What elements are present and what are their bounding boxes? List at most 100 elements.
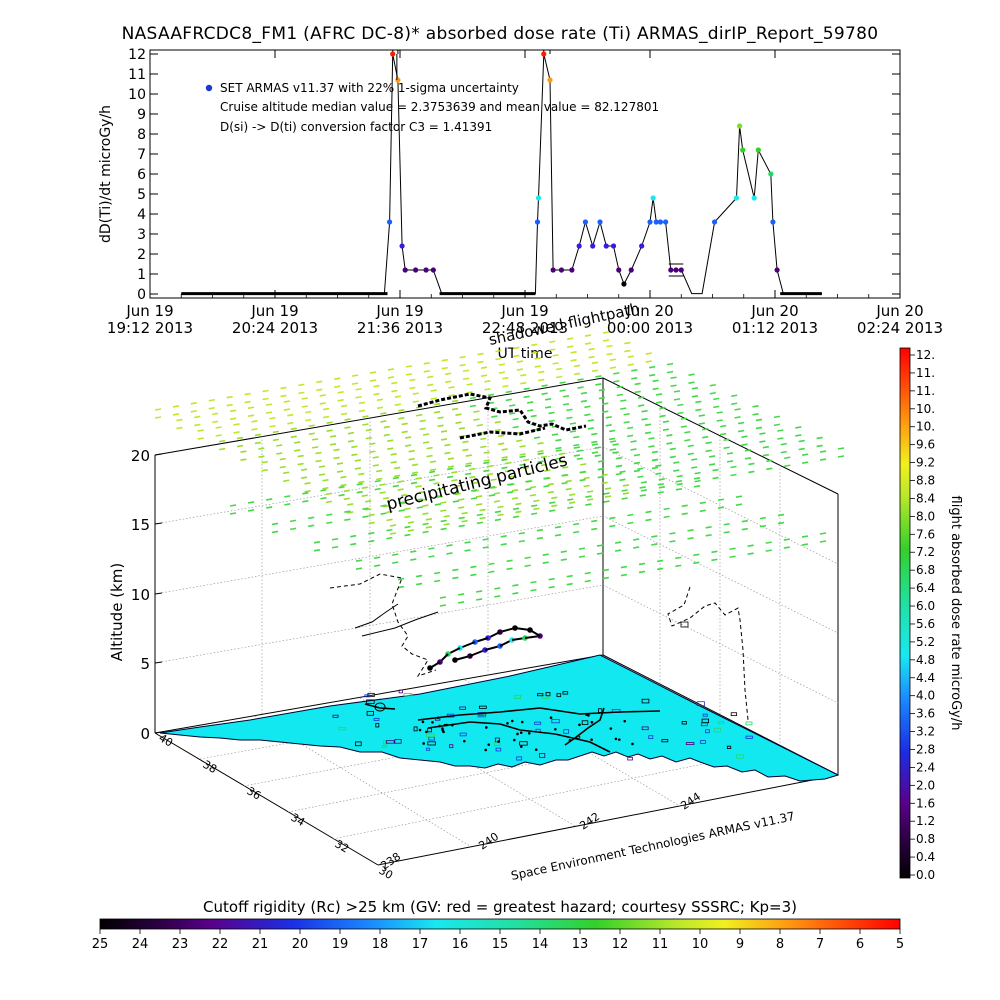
dose-colorbar-tick-label: 3.6: [916, 707, 935, 721]
particle-mark: [469, 404, 477, 408]
particle-mark: [498, 442, 505, 446]
altitude-axis: Altitude (km) 0 5 10 15 20: [108, 447, 163, 743]
particle-mark: [344, 418, 351, 421]
particle-mark: [376, 469, 383, 473]
x-tick-label-date: Jun 20: [875, 302, 923, 320]
y-tick-label: 12: [128, 47, 146, 63]
particle-mark: [368, 521, 375, 525]
particle-mark: [641, 417, 648, 421]
map-contour-mark: [366, 699, 375, 704]
dose-colorbar-tick-label: 2.0: [916, 778, 935, 792]
box-frame: [154, 377, 839, 866]
particle-mark: [489, 494, 496, 497]
particle-mark: [415, 582, 423, 586]
particle-mark: [447, 475, 454, 479]
particle-mark: [537, 449, 544, 453]
map-contour-mark: [556, 693, 562, 698]
ground-point: [614, 737, 618, 741]
particle-mark: [501, 448, 508, 451]
dose-colorbar-tick-label: 4.4: [916, 671, 935, 685]
particle-mark: [440, 430, 448, 433]
particle-mark: [487, 472, 494, 476]
dose-colorbar-tick-label: 11.: [916, 366, 935, 380]
map-contour-mark: [516, 756, 523, 761]
particle-mark: [387, 368, 395, 371]
particle-mark: [287, 421, 294, 425]
particle-mark: [376, 477, 383, 481]
particle-mark: [284, 503, 291, 506]
particle-mark: [543, 476, 550, 480]
particle-mark: [490, 478, 497, 482]
particle-mark: [570, 358, 577, 362]
particle-mark: [495, 357, 502, 361]
particle-mark: [473, 410, 480, 413]
particle-mark: [744, 456, 752, 460]
map-contour-mark: [459, 732, 467, 737]
particle-mark: [226, 395, 233, 399]
particle-mark: [172, 413, 180, 416]
particle-mark: [562, 466, 569, 469]
particle-mark: [436, 487, 444, 491]
particle-mark: [491, 415, 498, 418]
dose-colorbar-label: flight absorbed dose rate microGy/h: [948, 496, 963, 731]
particle-mark: [331, 545, 339, 549]
particle-mark: [479, 508, 486, 512]
particle-mark: [755, 418, 763, 422]
particle-mark: [523, 395, 530, 399]
particle-mark: [405, 436, 412, 439]
particle-mark: [451, 479, 458, 482]
particle-mark: [272, 430, 279, 434]
left-wall-projection-2: [354, 603, 439, 637]
particle-mark: [470, 565, 477, 569]
particle-mark: [294, 441, 301, 444]
particle-mark: [419, 427, 426, 431]
particle-mark: [434, 571, 441, 575]
data-point: [736, 123, 743, 129]
particle-mark: [666, 442, 673, 445]
particle-mark: [218, 439, 226, 443]
particle-mark: [271, 530, 279, 534]
map-contour-mark: [382, 745, 388, 748]
particle-mark: [373, 556, 381, 559]
map-contour-mark: [427, 741, 436, 746]
particle-mark: [354, 459, 361, 462]
ground-point: [618, 738, 621, 741]
particle-mark: [702, 435, 709, 439]
map-contour-mark: [701, 718, 710, 724]
particle-mark: [416, 413, 423, 417]
wall-projection-path: [667, 586, 749, 721]
rigidity-colorbar-tick-label: 13: [572, 937, 589, 952]
particle-mark: [422, 522, 429, 526]
data-point: [402, 267, 408, 273]
particle-mark: [602, 576, 609, 580]
particle-mark: [633, 469, 641, 473]
particle-mark: [459, 355, 466, 359]
particle-mark: [409, 386, 416, 390]
particle-mark: [708, 455, 716, 458]
particle-mark: [405, 373, 413, 376]
map-contour-mark: [332, 714, 339, 718]
particle-mark: [605, 424, 612, 427]
particle-mark: [197, 429, 204, 432]
dose-colorbar-tick-label: 7.6: [916, 527, 935, 541]
particle-mark: [484, 388, 491, 391]
map-contour-mark: [627, 756, 633, 761]
particle-mark: [390, 461, 397, 464]
ground-point: [497, 740, 500, 743]
particle-mark: [358, 472, 365, 476]
dose-colorbar-tick-label: 11.: [916, 384, 935, 398]
particle-mark: [511, 497, 519, 500]
particle-mark: [469, 396, 477, 400]
particle-mark: [540, 463, 548, 467]
particle-mark: [694, 471, 701, 475]
dose-colorbar-tick-label: 10.: [916, 402, 935, 416]
data-point: [395, 77, 401, 83]
particle-mark: [633, 538, 640, 541]
particle-mark: [741, 435, 748, 438]
particle-mark: [558, 452, 566, 456]
particle-mark: [586, 490, 594, 493]
particle-mark: [620, 573, 628, 577]
y-tick-label: 4: [137, 207, 146, 223]
particle-mark: [669, 532, 676, 535]
